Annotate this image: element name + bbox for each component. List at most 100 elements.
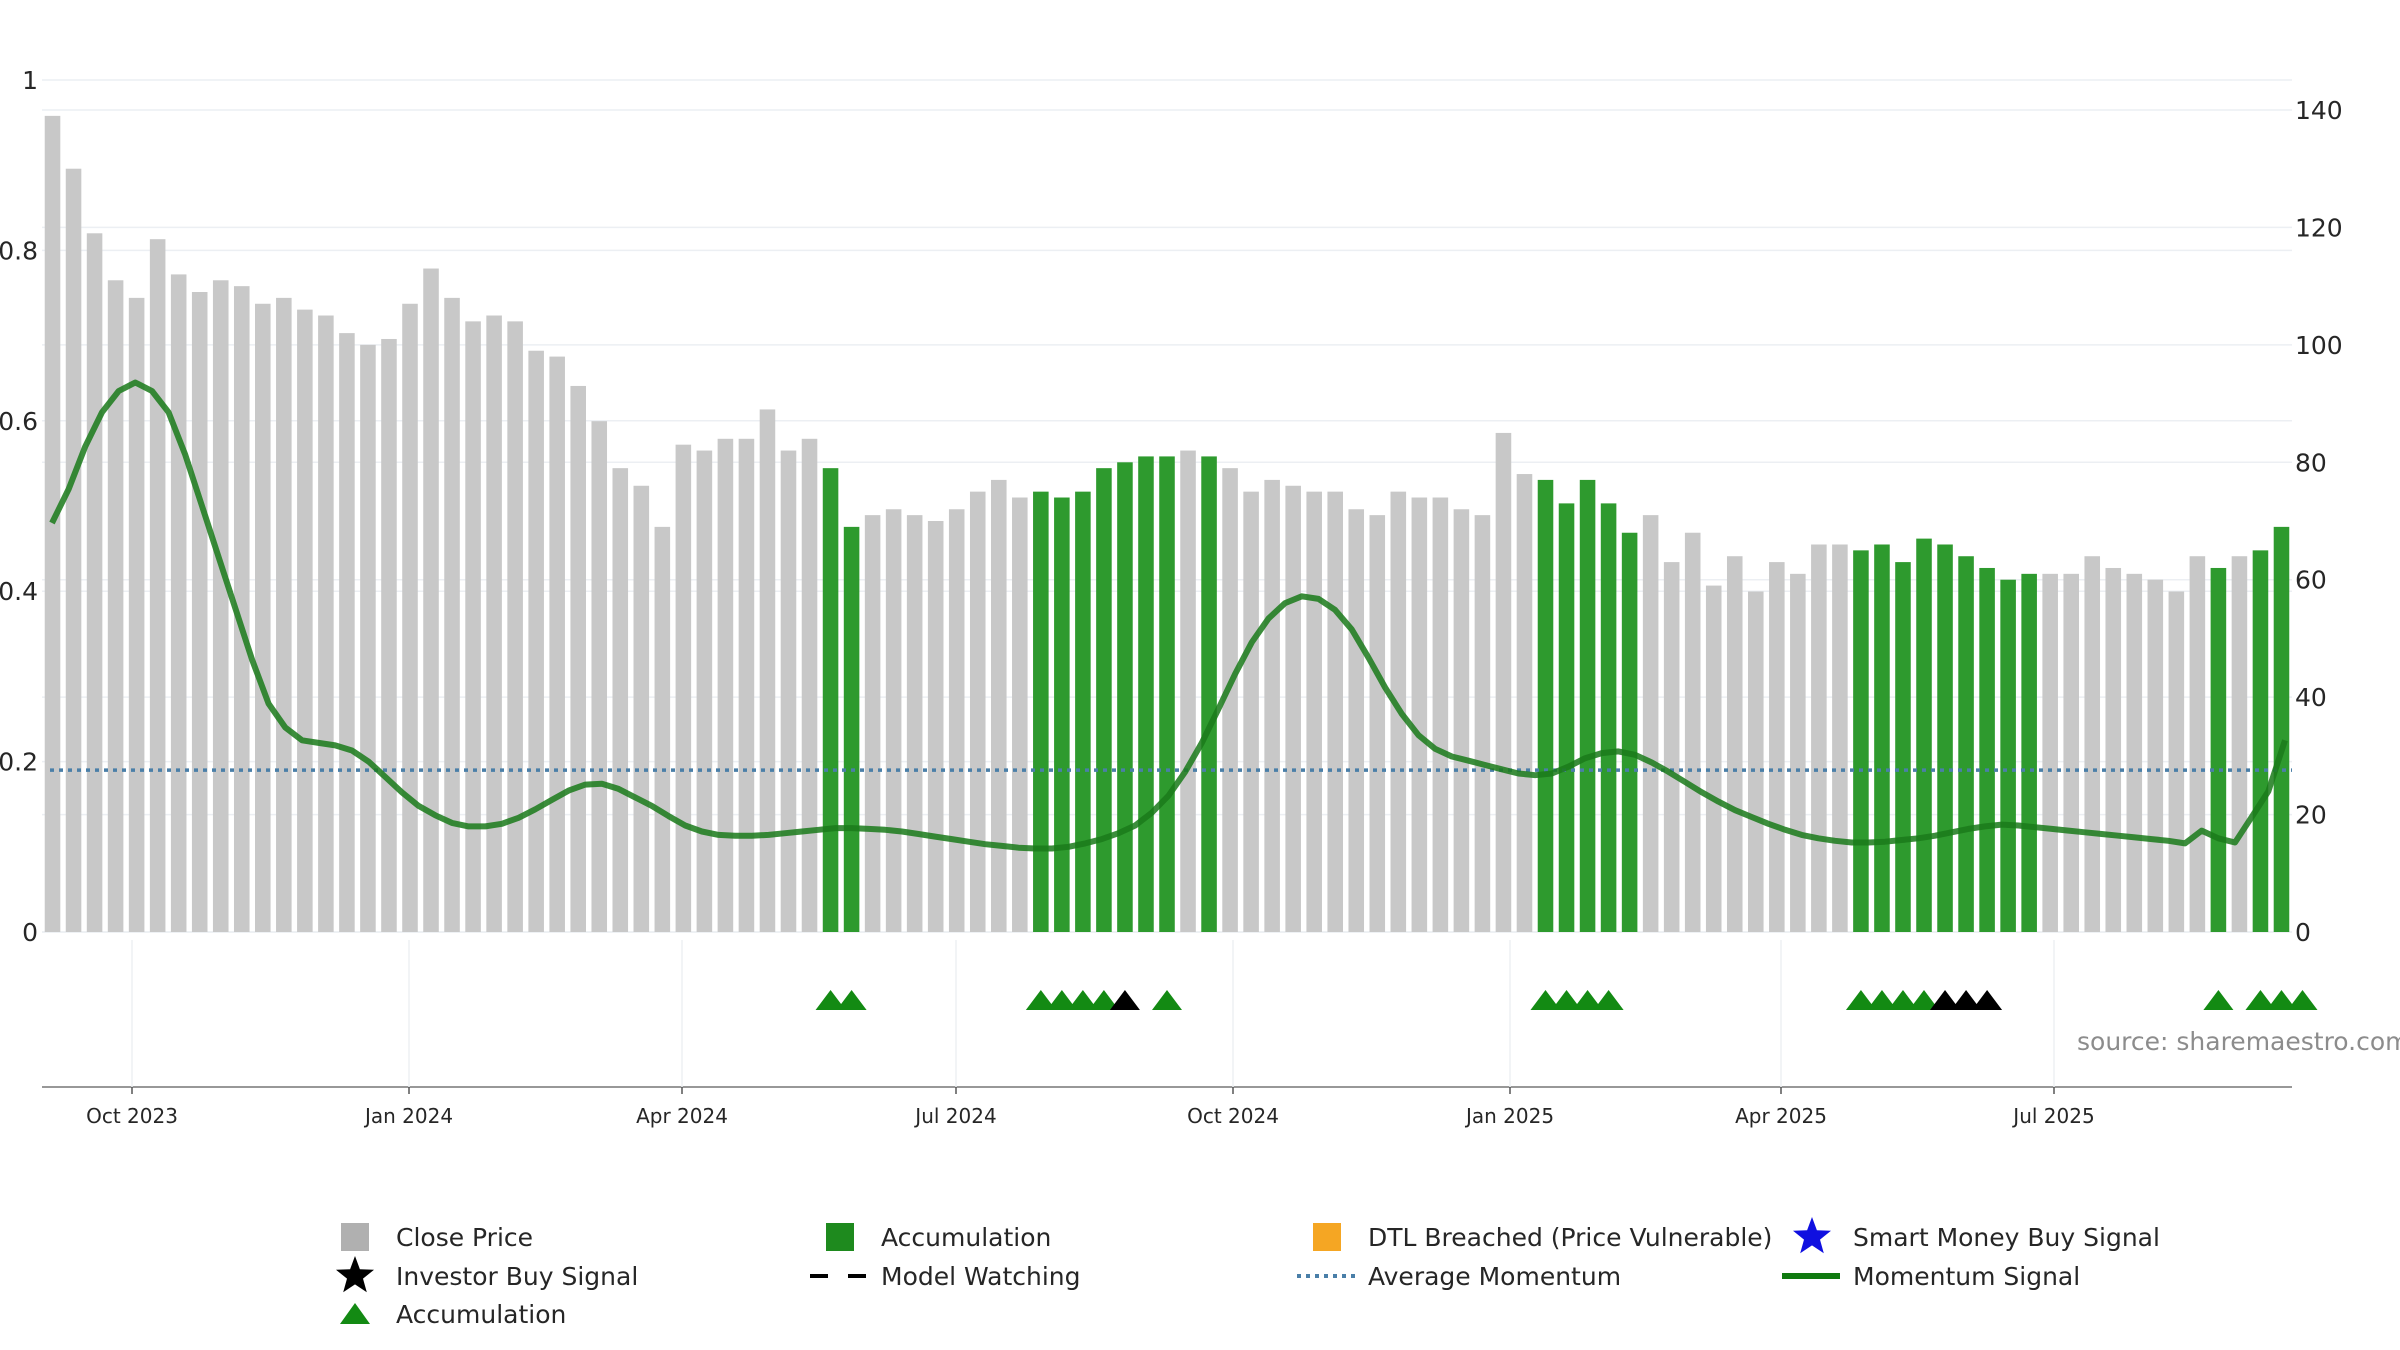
right-tick-label: 140 <box>2295 96 2343 125</box>
price-bar <box>402 303 418 932</box>
investor-buy-triangle <box>1951 990 1982 1010</box>
date-tick-label: Oct 2023 <box>86 1104 178 1128</box>
price-bar <box>717 438 734 932</box>
accumulation-bar <box>1075 491 1091 932</box>
price-bar <box>906 515 923 932</box>
date-axis: Oct 2023 Jan 2024 Apr 2024 Jul 2024 Oct 2024… <box>42 940 2292 1128</box>
smart-money-star-icon <box>1793 1217 1831 1254</box>
date-tick-label: Apr 2025 <box>1735 1104 1827 1128</box>
left-tick-label: 0 <box>22 918 38 947</box>
accumulation-bar <box>1958 556 1974 932</box>
accumulation-bar <box>1054 497 1070 932</box>
price-bar <box>864 515 881 932</box>
price-bar <box>654 526 671 932</box>
accumulation-triangle <box>1025 990 1056 1010</box>
accumulation-bar <box>2210 567 2227 932</box>
date-tick-label: Jul 2024 <box>913 1104 996 1128</box>
price-bar <box>1222 468 1238 932</box>
date-tick-label: Jul 2025 <box>2011 1104 2094 1128</box>
accumulation-bar <box>1979 567 1995 932</box>
price-bar <box>276 297 292 932</box>
investor-buy-triangle <box>1109 990 1140 1010</box>
accumulation-triangle <box>1152 990 1182 1010</box>
legend-swatch-accumulation <box>826 1223 854 1251</box>
price-bar <box>107 280 124 932</box>
legend-swatch-dtl <box>1313 1223 1341 1251</box>
accumulation-triangle <box>2203 990 2234 1010</box>
price-bar <box>1516 474 1533 932</box>
price-bar <box>675 444 692 932</box>
price-bar <box>44 115 61 932</box>
date-tick-label: Jan 2024 <box>363 1104 453 1128</box>
accumulation-triangle <box>1593 990 1624 1010</box>
legend-label: Close Price <box>396 1223 533 1252</box>
price-bar <box>465 321 481 932</box>
price-bar <box>696 450 713 932</box>
price-bar <box>2042 573 2058 932</box>
price-bar <box>2189 556 2206 932</box>
legend-swatch-close-price <box>341 1223 369 1251</box>
price-bar <box>212 280 229 932</box>
accumulation-bar <box>1159 456 1175 932</box>
price-bar <box>2231 556 2248 932</box>
price-bar <box>486 315 502 932</box>
accumulation-bar <box>1117 462 1133 932</box>
left-tick-label: 0.2 <box>0 748 38 777</box>
momentum-signal-line <box>49 379 2288 852</box>
accumulation-triangle <box>2266 990 2297 1010</box>
price-bar <box>1748 591 1764 932</box>
price-bar <box>297 309 313 933</box>
right-tick-label: 120 <box>2295 213 2343 242</box>
price-bar <box>759 409 776 932</box>
legend-label: Average Momentum <box>1368 1262 1621 1291</box>
legend-label: Smart Money Buy Signal <box>1853 1223 2160 1252</box>
price-bar <box>1474 515 1491 932</box>
price-bar <box>738 438 755 932</box>
price-bar <box>128 297 145 932</box>
price-bar <box>423 268 439 932</box>
investor-star-icon <box>336 1256 374 1293</box>
price-bar <box>191 292 208 932</box>
price-bar <box>1726 556 1743 932</box>
price-bar <box>2126 573 2143 932</box>
accumulation-triangle <box>2245 990 2276 1010</box>
price-bar <box>1642 515 1659 932</box>
accumulation-triangle <box>815 990 846 1010</box>
price-bar <box>528 350 544 932</box>
price-bar <box>591 421 608 932</box>
price-bar <box>360 344 376 932</box>
accumulation-triangle <box>1866 990 1897 1010</box>
left-tick-label: 1 <box>22 66 38 95</box>
price-bar <box>1264 479 1280 932</box>
accumulation-bar <box>1201 456 1217 932</box>
accumulation-bar <box>1600 503 1617 932</box>
price-bar <box>2105 567 2122 932</box>
price-bar <box>86 233 103 933</box>
momentum-lines <box>49 379 2292 852</box>
price-bar <box>1327 491 1344 932</box>
left-tick-label: 0.4 <box>0 577 38 606</box>
price-bar <box>318 315 334 932</box>
price-bar <box>65 168 82 932</box>
accumulation-triangle <box>1572 990 1603 1010</box>
accumulation-bar <box>1621 532 1638 932</box>
accumulation-triangle <box>836 990 867 1010</box>
right-tick-label: 80 <box>2295 448 2327 477</box>
accumulation-bar <box>1558 503 1575 932</box>
price-bar <box>444 297 460 932</box>
price-bar <box>633 485 650 932</box>
price-bar <box>255 303 271 932</box>
price-bar <box>549 356 565 933</box>
price-bar <box>2147 579 2164 932</box>
legend-label: Accumulation <box>881 1223 1051 1252</box>
price-bar <box>990 479 1007 932</box>
accumulation-bar <box>2000 579 2016 932</box>
accumulation-bar <box>2273 526 2290 932</box>
left-axis: 0 0.2 0.4 0.6 0.8 1 <box>0 66 38 947</box>
price-bar <box>1369 515 1386 932</box>
date-tick-label: Oct 2024 <box>1187 1104 1279 1128</box>
price-bar <box>1790 573 1806 932</box>
price-bar <box>612 468 629 932</box>
accumulation-bar <box>2252 550 2269 932</box>
price-bar <box>1411 497 1428 932</box>
